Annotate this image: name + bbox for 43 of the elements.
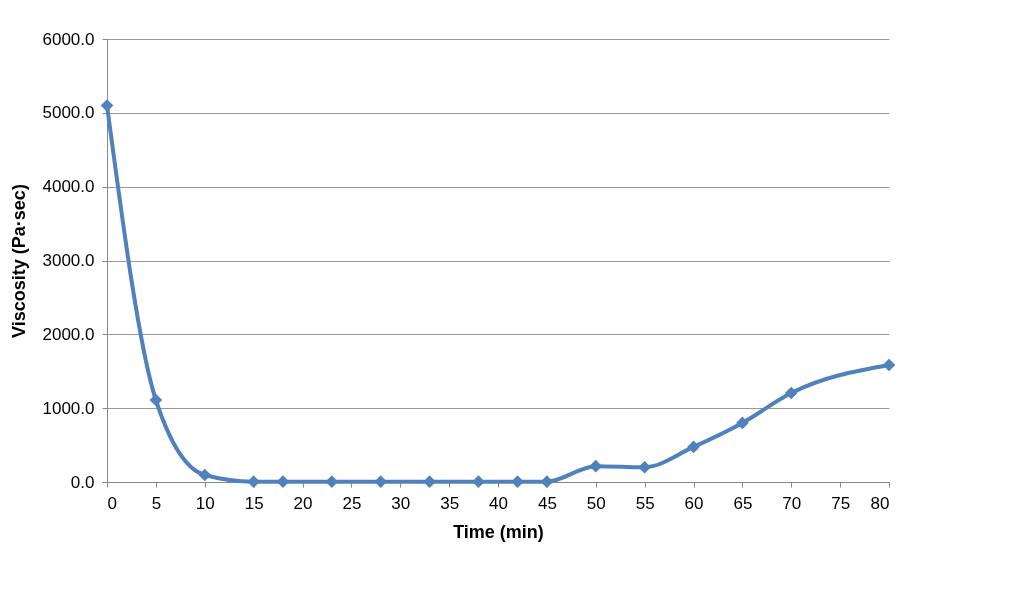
x-tick-label: 30 [391, 493, 411, 513]
point [149, 393, 163, 407]
point [423, 475, 436, 488]
point [736, 416, 749, 430]
x-tick-label: 0 [107, 493, 117, 513]
x-tick-label: 35 [440, 493, 460, 513]
x-tick-label: 50 [586, 493, 606, 513]
x-tick-label: 70 [782, 493, 802, 513]
point [247, 475, 260, 488]
x-axis-title: Time (min) [453, 521, 544, 542]
x-tick-label: 25 [342, 493, 362, 513]
x-tick-label: 45 [537, 493, 557, 513]
y-tick-label: 5000.0 [42, 103, 95, 123]
y-tick-label: 0.0 [70, 472, 95, 492]
point [100, 99, 114, 112]
x-tick-label: 55 [635, 493, 655, 513]
x-tick-label: 75 [831, 493, 851, 513]
x-tick-label: 65 [733, 493, 753, 513]
point [784, 386, 798, 400]
y-tick-label: 6000.0 [42, 29, 95, 49]
point [511, 475, 524, 488]
y-tick-label: 2000.0 [42, 324, 95, 344]
x-tick-label: 10 [195, 493, 215, 513]
point [325, 475, 339, 488]
point [198, 468, 212, 482]
y-tick-label: 3000.0 [42, 251, 95, 270]
point [472, 475, 485, 488]
y-axis-title: Viscosity (Pa·sec) [8, 184, 29, 338]
point [276, 475, 290, 488]
y-tick-label: 4000.0 [42, 177, 95, 197]
point [374, 475, 388, 488]
point [589, 459, 603, 473]
x-tick-label: 60 [684, 493, 704, 513]
point [540, 475, 554, 488]
x-tick-label: 80 [870, 493, 890, 513]
x-tick-label: 40 [489, 493, 508, 513]
y-tick-label: 1000.0 [42, 398, 95, 418]
point [882, 358, 896, 372]
x-tick-label: 20 [293, 493, 313, 513]
x-tick-label: 15 [244, 493, 264, 513]
point [638, 460, 651, 474]
point [687, 440, 700, 454]
x-tick-label: 5 [151, 493, 162, 513]
